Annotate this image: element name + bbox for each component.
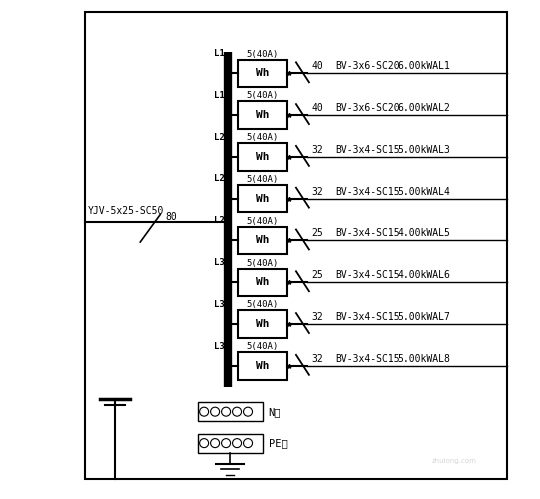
Text: 40: 40 [312, 103, 323, 113]
Text: N排: N排 [268, 407, 281, 417]
Circle shape [244, 407, 253, 416]
Text: 32: 32 [312, 354, 323, 364]
Text: 32: 32 [312, 187, 323, 197]
Text: L2: L2 [214, 133, 225, 142]
Text: 5.00kWAL3: 5.00kWAL3 [397, 145, 450, 155]
Text: 5(40A): 5(40A) [246, 133, 279, 142]
Text: BV-3x4-SC15: BV-3x4-SC15 [335, 354, 400, 364]
Bar [238, 101, 287, 129]
Text: 5.00kWAL7: 5.00kWAL7 [397, 312, 450, 322]
Text: PE排: PE排 [268, 438, 287, 448]
Text: L1: L1 [214, 91, 225, 100]
Text: L2: L2 [214, 174, 225, 184]
Text: L2: L2 [214, 216, 225, 225]
Text: L1: L1 [214, 49, 225, 58]
Bar [238, 185, 287, 213]
Text: 32: 32 [312, 145, 323, 155]
Bar [198, 402, 262, 421]
Text: 40: 40 [312, 61, 323, 71]
Text: BV-3x6-SC20: BV-3x6-SC20 [335, 103, 400, 113]
Text: Wh: Wh [256, 68, 269, 78]
Bar [85, 12, 507, 479]
Circle shape [244, 439, 253, 448]
Text: BV-3x4-SC15: BV-3x4-SC15 [335, 187, 400, 197]
Text: Wh: Wh [256, 236, 269, 246]
Circle shape [211, 407, 220, 416]
Text: BV-3x4-SC15: BV-3x4-SC15 [335, 270, 400, 280]
Bar [238, 352, 287, 380]
Bar [238, 268, 287, 296]
Circle shape [221, 407, 231, 416]
Text: 5.00kWAL4: 5.00kWAL4 [397, 187, 450, 197]
Text: 4.00kWAL6: 4.00kWAL6 [397, 270, 450, 280]
Circle shape [233, 439, 241, 448]
Text: L3: L3 [214, 341, 225, 351]
Text: 25: 25 [312, 229, 323, 239]
Text: BV-3x6-SC20: BV-3x6-SC20 [335, 61, 400, 71]
Text: 6.00kWAL1: 6.00kWAL1 [397, 61, 450, 71]
Circle shape [233, 407, 241, 416]
Circle shape [221, 439, 231, 448]
Text: L3: L3 [214, 258, 225, 267]
Bar [238, 310, 287, 338]
Text: Wh: Wh [256, 152, 269, 162]
Text: 5(40A): 5(40A) [246, 217, 279, 226]
Bar [238, 227, 287, 254]
Text: Wh: Wh [256, 194, 269, 204]
Text: YJV-5x25-SC50: YJV-5x25-SC50 [88, 206, 164, 216]
Text: 4.00kWAL5: 4.00kWAL5 [397, 229, 450, 239]
Text: 5(40A): 5(40A) [246, 91, 279, 100]
Text: 5(40A): 5(40A) [246, 175, 279, 184]
Text: 80: 80 [165, 212, 177, 222]
Text: 5.00kWAL8: 5.00kWAL8 [397, 354, 450, 364]
Text: 25: 25 [312, 270, 323, 280]
Text: 5(40A): 5(40A) [246, 258, 279, 267]
Text: BV-3x4-SC15: BV-3x4-SC15 [335, 229, 400, 239]
Bar [238, 59, 287, 87]
Text: 32: 32 [312, 312, 323, 322]
Bar [238, 143, 287, 171]
Circle shape [200, 407, 208, 416]
Text: 5(40A): 5(40A) [246, 49, 279, 58]
Bar [198, 434, 262, 453]
Text: 5(40A): 5(40A) [246, 342, 279, 351]
Text: zhulong.com: zhulong.com [432, 458, 477, 464]
Text: Wh: Wh [256, 361, 269, 371]
Text: 6.00kWAL2: 6.00kWAL2 [397, 103, 450, 113]
Text: Wh: Wh [256, 319, 269, 329]
Text: BV-3x4-SC15: BV-3x4-SC15 [335, 145, 400, 155]
Circle shape [200, 439, 208, 448]
Text: BV-3x4-SC15: BV-3x4-SC15 [335, 312, 400, 322]
Text: Wh: Wh [256, 277, 269, 287]
Circle shape [211, 439, 220, 448]
Text: 5(40A): 5(40A) [246, 300, 279, 309]
Text: Wh: Wh [256, 110, 269, 120]
Text: L3: L3 [214, 300, 225, 309]
